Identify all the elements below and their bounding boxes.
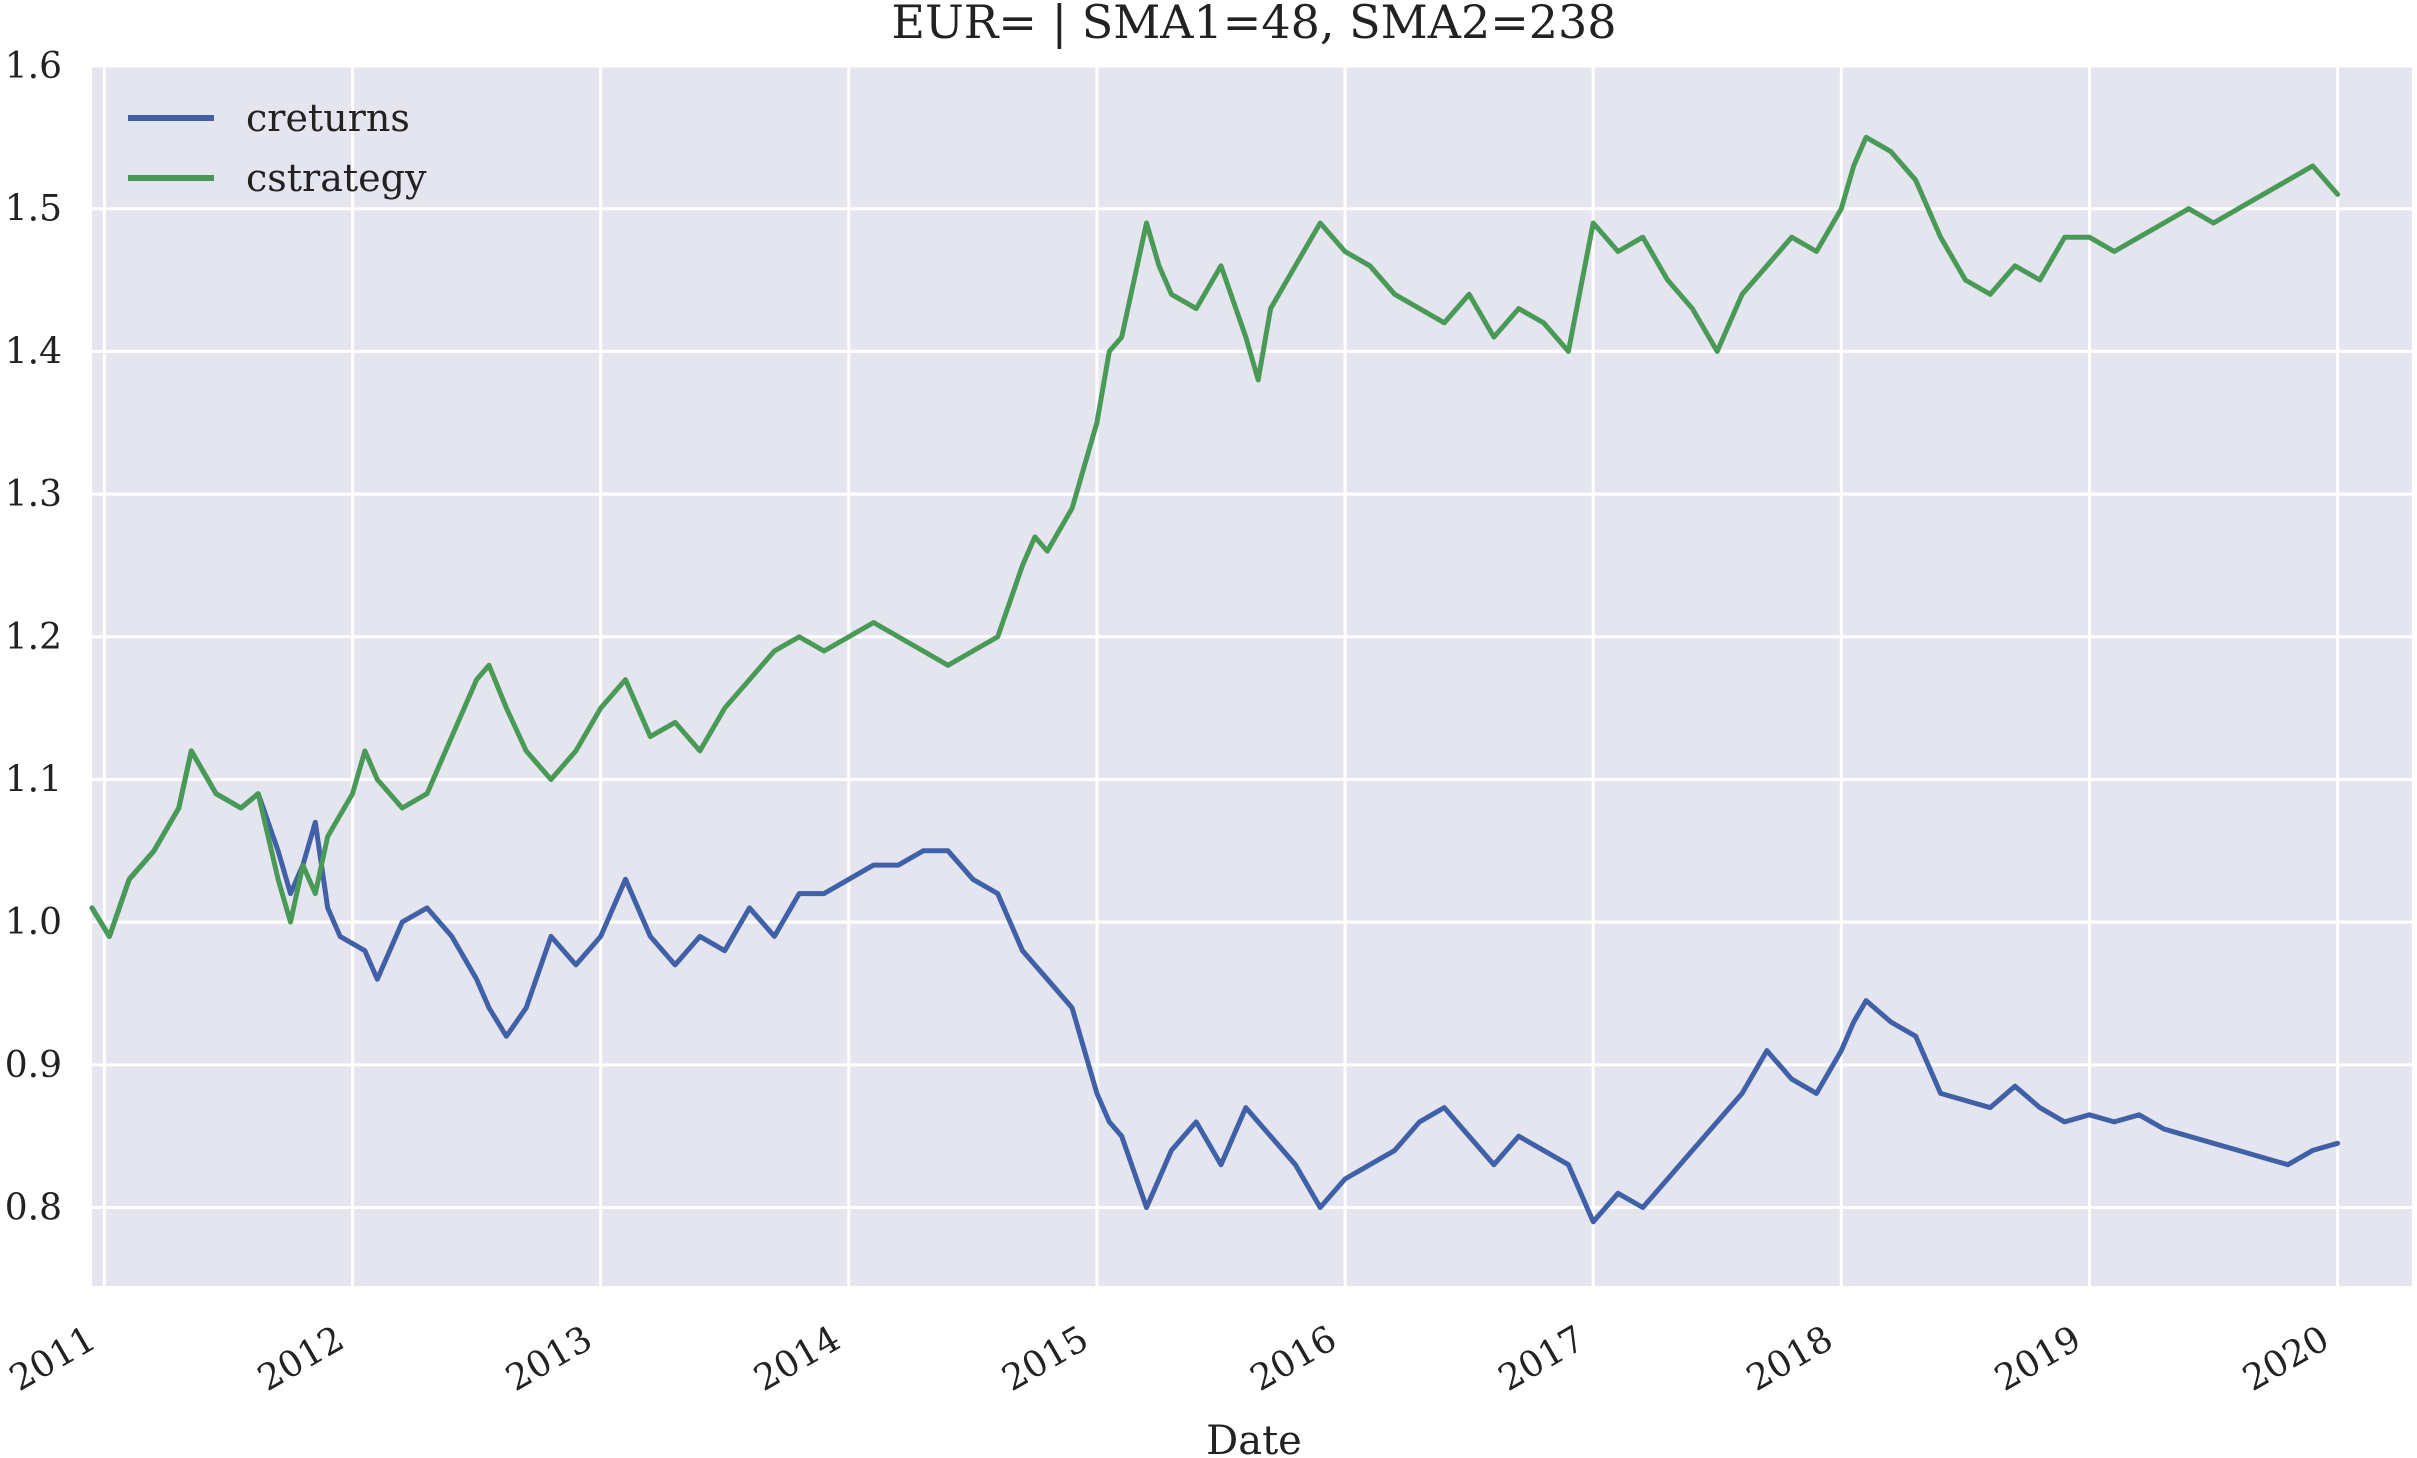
x-axis-ticks: 2011 2012 2013 2014 2015 2016 2017 2018 2019 2020 [3, 1318, 2336, 1399]
chart-title: EUR= | SMA1=48, SMA2=238 [891, 0, 1616, 49]
y-tick-label: 0.8 [5, 1188, 62, 1229]
x-tick-label: 2020 [2236, 1318, 2336, 1399]
x-tick-label: 2018 [1740, 1318, 1840, 1399]
y-tick-label: 1.6 [5, 46, 62, 87]
x-tick-label: 2011 [3, 1318, 103, 1399]
x-tick-label: 2014 [747, 1318, 847, 1399]
x-tick-label: 2013 [499, 1318, 599, 1399]
y-tick-label: 0.9 [5, 1045, 62, 1086]
x-tick-label: 2019 [1988, 1318, 2088, 1399]
y-tick-label: 1.2 [5, 617, 62, 658]
series-line-cstrategy [89, 134, 2341, 939]
series-lines [89, 134, 2341, 1225]
x-axis-label: Date [1206, 1418, 1302, 1458]
legend: creturns cstrategy [128, 96, 427, 200]
y-tick-label: 1.1 [5, 759, 62, 800]
legend-label: cstrategy [246, 156, 427, 200]
legend-label: creturns [246, 96, 410, 140]
y-tick-label: 1.3 [5, 474, 62, 515]
x-tick-label: 2015 [996, 1318, 1096, 1399]
y-tick-label: 1.0 [5, 902, 62, 943]
grid-lines [92, 64, 2412, 1286]
x-tick-label: 2017 [1492, 1318, 1592, 1399]
x-tick-label: 2012 [251, 1318, 351, 1399]
y-tick-label: 1.5 [5, 189, 62, 230]
y-axis-ticks: 0.8 0.9 1.0 1.1 1.2 1.3 1.4 1.5 1.6 [5, 46, 62, 1229]
series-line-creturns [89, 748, 2341, 1225]
x-tick-label: 2016 [1244, 1318, 1344, 1399]
plot-background [92, 66, 2412, 1286]
y-tick-label: 1.4 [5, 331, 62, 372]
